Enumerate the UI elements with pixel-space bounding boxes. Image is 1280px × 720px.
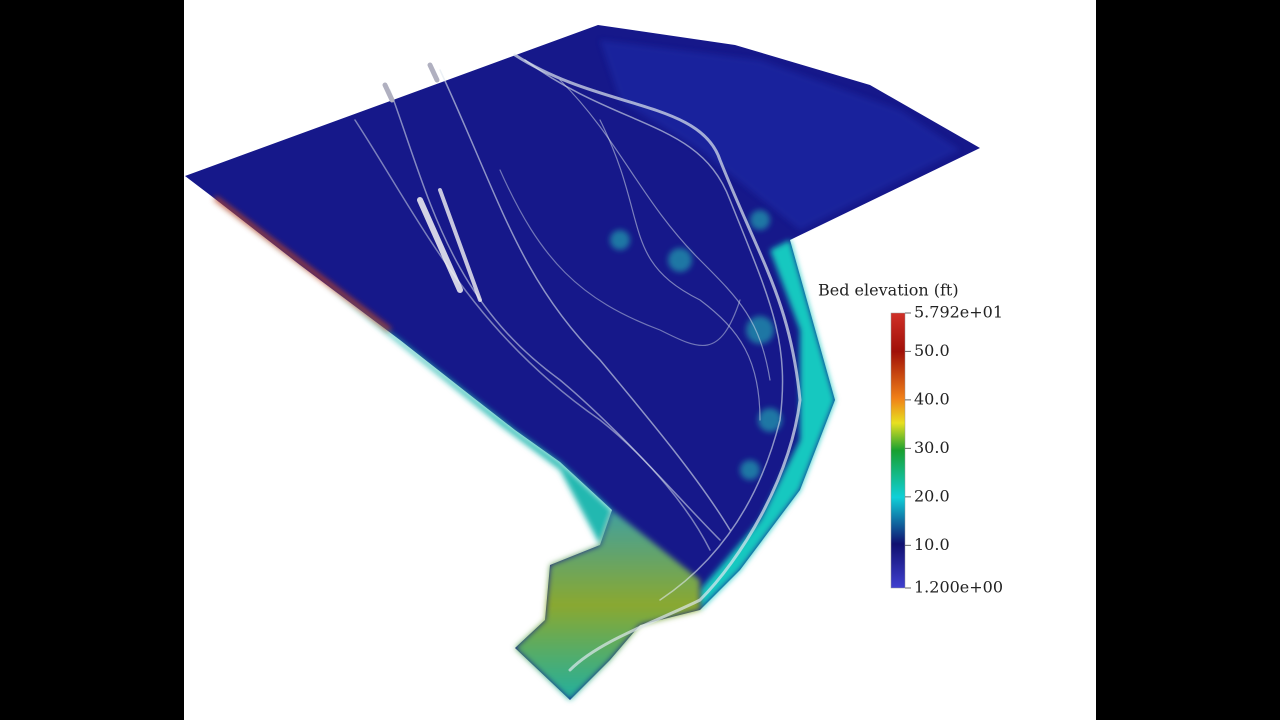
streamline — [499, 169, 741, 347]
lowland — [515, 510, 700, 700]
shoals — [610, 210, 782, 480]
colorbar-tick-label: 20.0 — [914, 486, 950, 505]
colorbar-tick-label: 5.792e+01 — [914, 303, 1003, 322]
streamline — [559, 79, 771, 381]
colorbar-tick-label: 10.0 — [914, 535, 950, 554]
letterbox-left — [0, 0, 184, 720]
terrain-shade — [600, 40, 960, 230]
streamlines — [354, 53, 802, 672]
terrain-ridge — [213, 196, 392, 332]
letterbox-right — [1096, 0, 1280, 720]
colorbar-tick-label: 30.0 — [914, 438, 950, 457]
streamline-arrow — [382, 62, 440, 103]
colorbar: Bed elevation (ft) 5.792e+01 50.0 40.0 30.0… — [818, 281, 1003, 597]
colorbar-title: Bed elevation (ft) — [818, 281, 959, 300]
streamline — [599, 119, 761, 421]
colorbar-tick-label: 40.0 — [914, 389, 950, 408]
terrain — [185, 25, 980, 700]
streamline — [524, 59, 784, 601]
colorbar-tick-label: 1.200e+00 — [914, 578, 1003, 597]
streamline — [439, 69, 731, 531]
streamline-bundle — [438, 188, 482, 302]
channel-bank — [700, 240, 835, 610]
streamline — [389, 89, 721, 541]
streamline-bundle — [417, 197, 463, 293]
colorbar-gradient — [890, 312, 906, 589]
colorbar-tick-label: 50.0 — [914, 341, 950, 360]
streamline — [354, 119, 711, 551]
streamline — [513, 53, 802, 672]
